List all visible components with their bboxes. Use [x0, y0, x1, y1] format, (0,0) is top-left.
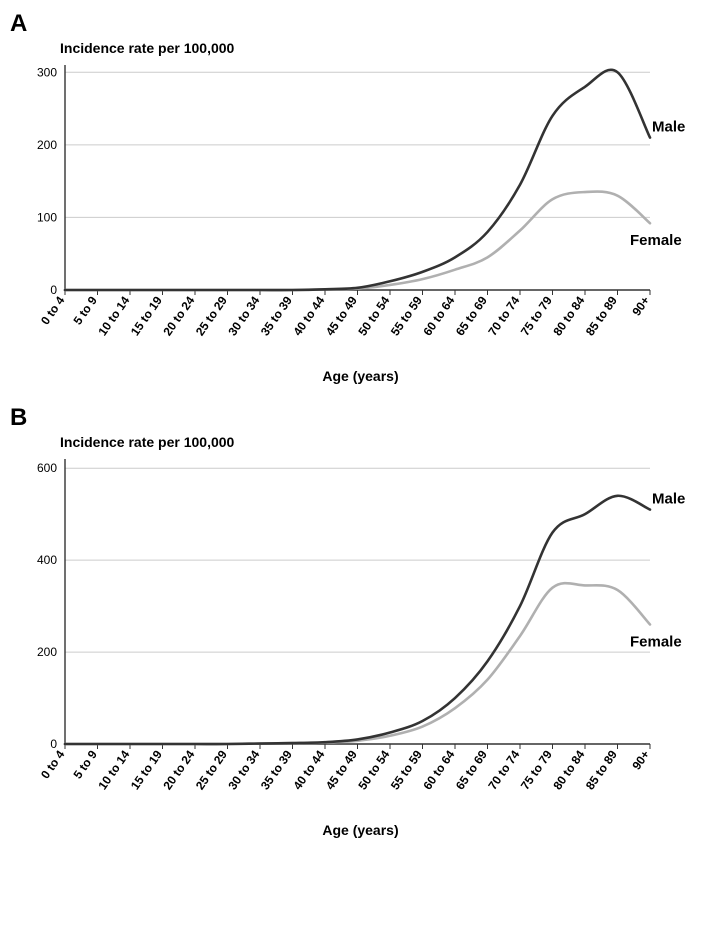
x-tick-label: 80 to 84	[550, 747, 587, 792]
x-tick-label: 40 to 44	[290, 747, 327, 792]
y-tick-label: 300	[37, 65, 57, 79]
panel-a-chart: 01002003000 to 45 to 910 to 1415 to 1920…	[10, 60, 711, 360]
x-tick-label: 10 to 14	[95, 747, 132, 792]
x-tick-label: 70 to 74	[485, 293, 522, 338]
series-female	[65, 583, 650, 744]
panel-a-x-title: Age (years)	[10, 368, 711, 384]
panel-a: A Incidence rate per 100,000 01002003000…	[10, 10, 711, 384]
y-tick-label: 200	[37, 138, 57, 152]
y-tick-label: 200	[37, 645, 57, 659]
panel-a-label: A	[10, 10, 711, 38]
x-tick-label: 80 to 84	[550, 293, 587, 338]
y-tick-label: 400	[37, 553, 57, 567]
x-tick-label: 55 to 59	[388, 293, 425, 338]
series-label-female: Female	[630, 232, 682, 249]
x-tick-label: 85 to 89	[583, 293, 620, 338]
y-tick-label: 100	[37, 210, 57, 224]
x-tick-label: 75 to 79	[518, 747, 555, 792]
x-tick-label: 90+	[629, 294, 652, 319]
x-tick-label: 50 to 54	[355, 747, 392, 792]
x-tick-label: 60 to 64	[420, 293, 457, 338]
series-label-female: Female	[630, 633, 682, 650]
x-tick-label: 65 to 69	[453, 747, 490, 792]
x-tick-label: 10 to 14	[95, 293, 132, 338]
x-tick-label: 55 to 59	[388, 747, 425, 792]
x-tick-label: 35 to 39	[258, 293, 295, 338]
series-label-male: Male	[652, 491, 685, 508]
panel-b-x-title: Age (years)	[10, 822, 711, 838]
x-tick-label: 75 to 79	[518, 293, 555, 338]
x-tick-label: 40 to 44	[290, 293, 327, 338]
x-tick-label: 5 to 9	[71, 293, 101, 327]
x-tick-label: 30 to 34	[225, 747, 262, 792]
series-female	[65, 192, 650, 291]
panel-b-chart: 02004006000 to 45 to 910 to 1415 to 1920…	[10, 454, 711, 814]
series-label-male: Male	[652, 119, 685, 136]
x-tick-label: 0 to 4	[38, 747, 68, 781]
panel-a-y-title: Incidence rate per 100,000	[60, 40, 711, 56]
x-tick-label: 60 to 64	[420, 747, 457, 792]
series-male	[65, 496, 650, 744]
y-tick-label: 600	[37, 461, 57, 475]
x-tick-label: 20 to 24	[160, 293, 197, 338]
x-tick-label: 30 to 34	[225, 293, 262, 338]
x-tick-label: 90+	[629, 748, 652, 773]
x-tick-label: 25 to 29	[193, 747, 230, 792]
x-tick-label: 45 to 49	[323, 747, 360, 792]
panel-b-label: B	[10, 404, 711, 432]
x-tick-label: 65 to 69	[453, 293, 490, 338]
panel-b-svg: 02004006000 to 45 to 910 to 1415 to 1920…	[10, 454, 710, 814]
panel-b-y-title: Incidence rate per 100,000	[60, 434, 711, 450]
x-tick-label: 85 to 89	[583, 747, 620, 792]
x-tick-label: 35 to 39	[258, 747, 295, 792]
x-tick-label: 50 to 54	[355, 293, 392, 338]
x-tick-label: 0 to 4	[38, 293, 68, 327]
panel-b: B Incidence rate per 100,000 02004006000…	[10, 404, 711, 838]
x-tick-label: 70 to 74	[485, 747, 522, 792]
x-tick-label: 15 to 19	[128, 293, 165, 338]
x-tick-label: 20 to 24	[160, 747, 197, 792]
series-male	[65, 70, 650, 290]
panel-a-svg: 01002003000 to 45 to 910 to 1415 to 1920…	[10, 60, 710, 360]
x-tick-label: 25 to 29	[193, 293, 230, 338]
x-tick-label: 5 to 9	[71, 747, 101, 781]
x-tick-label: 45 to 49	[323, 293, 360, 338]
x-tick-label: 15 to 19	[128, 747, 165, 792]
